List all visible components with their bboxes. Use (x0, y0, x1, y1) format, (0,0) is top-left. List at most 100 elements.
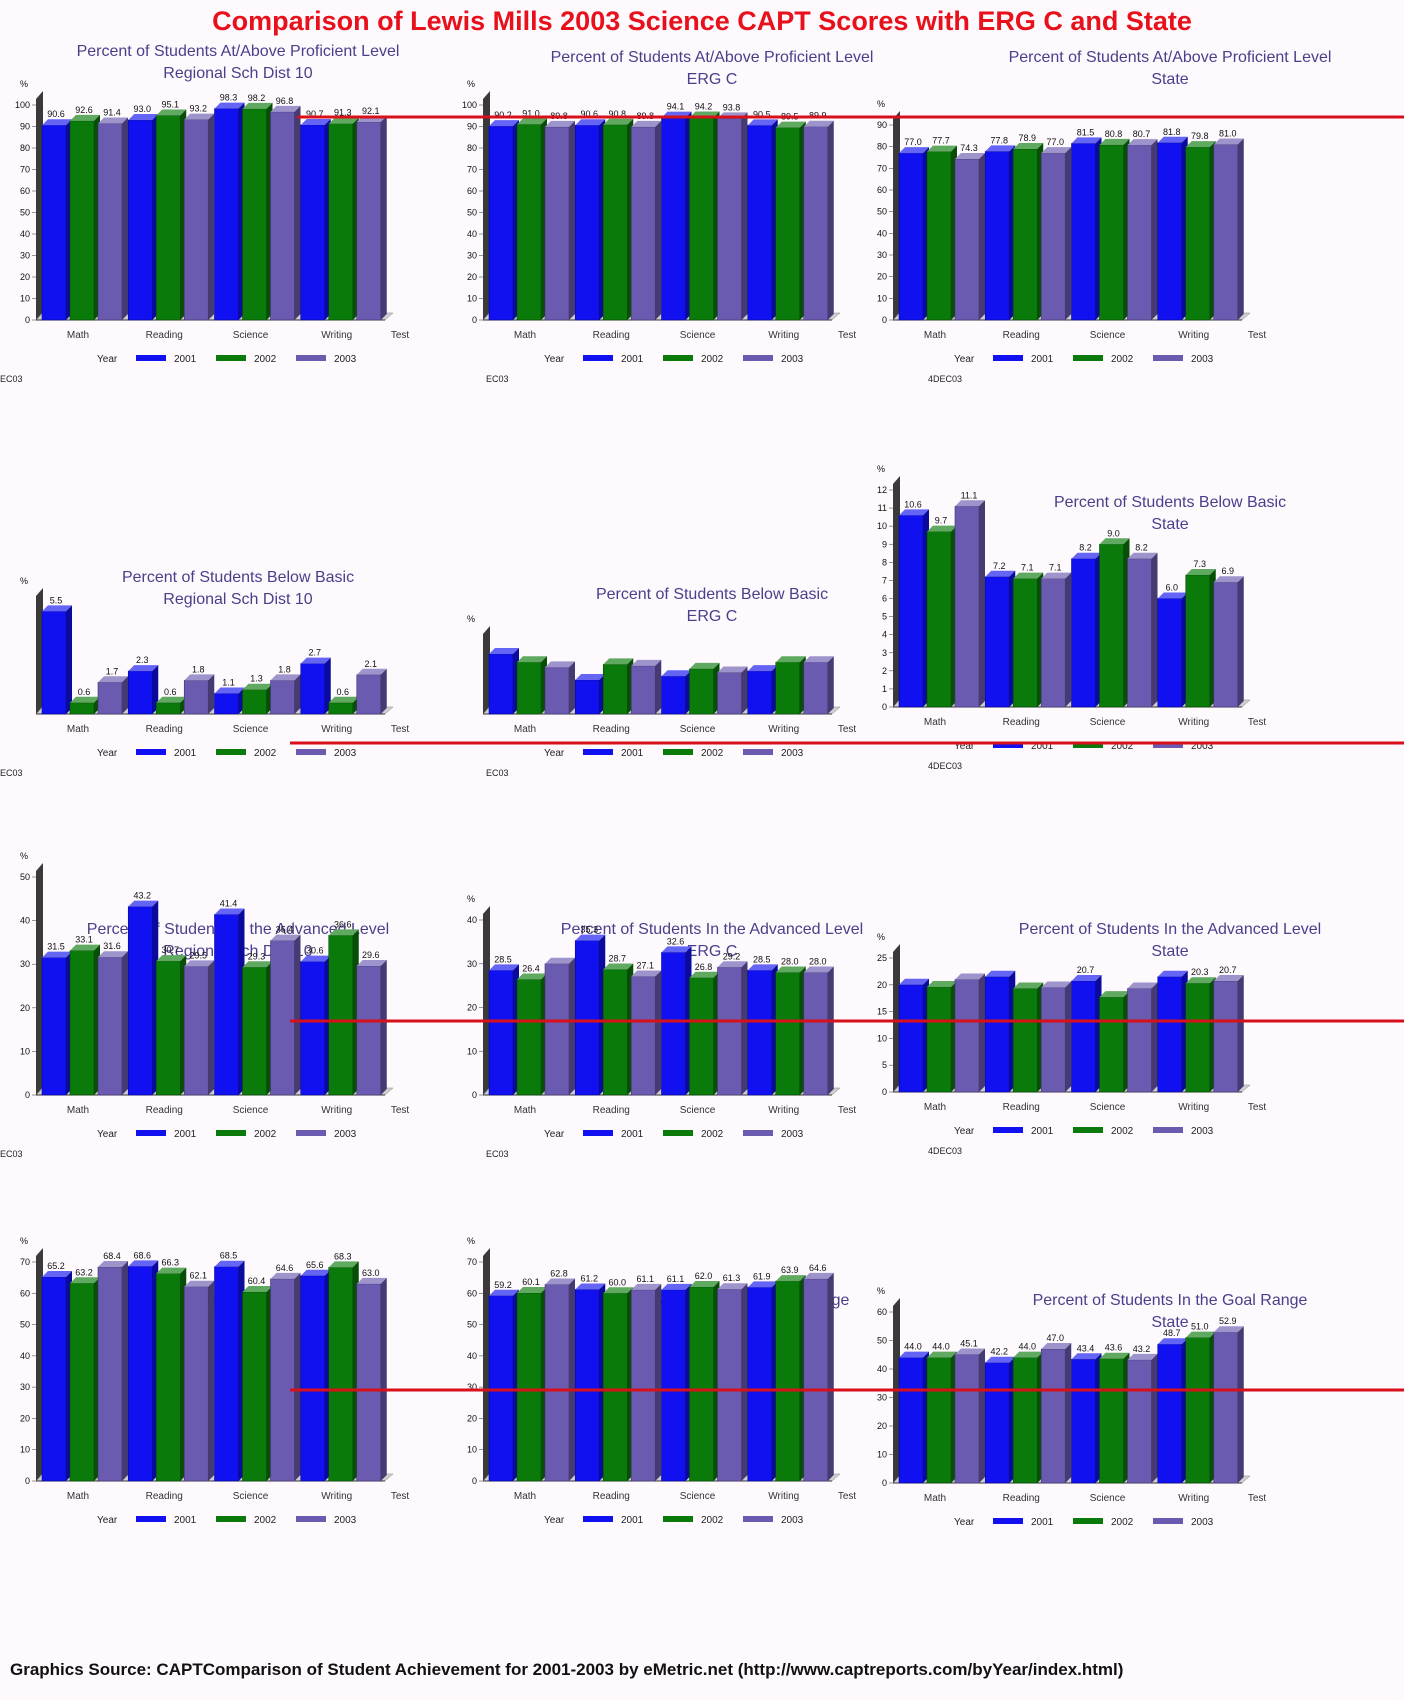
bar-top (955, 1348, 985, 1355)
bar-2002-writing (1185, 574, 1211, 708)
bar-top (98, 676, 128, 683)
legend-entry-2002: 2002 (701, 748, 724, 759)
bar-top (899, 509, 929, 516)
value-label: 65.6 (306, 1260, 324, 1270)
legend-swatch-2002 (216, 355, 246, 361)
bar-top (328, 117, 359, 124)
bar-2003-math (954, 505, 980, 708)
bar-top (1099, 538, 1130, 545)
value-label: 65.2 (47, 1261, 65, 1271)
y-unit-label: % (467, 614, 475, 624)
bar-2001-writing (747, 125, 773, 321)
value-label: 8.2 (1079, 543, 1092, 553)
value-label: 90.5 (753, 109, 771, 119)
chart-panel-6: Percent of Students Below BasicState%012… (877, 464, 1286, 771)
y-axis-wall (483, 1248, 490, 1481)
value-label: 60.0 (608, 1277, 626, 1287)
category-label: Math (67, 1105, 89, 1116)
y-tick-label: 60 (20, 1288, 30, 1298)
bar-2002-science (242, 1291, 267, 1482)
value-label: 28.0 (781, 957, 799, 967)
bar-top (1127, 1353, 1158, 1360)
bar-top (1041, 147, 1072, 154)
category-label: Science (680, 1491, 716, 1502)
x-axis-title: Test (838, 330, 857, 341)
legend-entry-2003: 2003 (781, 748, 804, 759)
bar-2002-math (69, 1282, 95, 1482)
y-tick-label: 100 (462, 100, 477, 110)
bar-top (70, 114, 100, 121)
bar-top (575, 1283, 606, 1290)
bar-top (689, 662, 720, 669)
bar-side (122, 1261, 128, 1481)
y-tick-label: 5 (882, 1060, 887, 1070)
bar-side (979, 973, 985, 1092)
bar-side (569, 957, 575, 1095)
category-label: Math (514, 1491, 536, 1502)
chart-legend: Year 2001 2002 2003 (954, 1517, 1214, 1528)
value-label: 90.8 (608, 109, 626, 119)
bar-top (661, 1283, 692, 1290)
bar-top (156, 1267, 187, 1274)
y-tick-label: 30 (877, 1393, 887, 1403)
value-label: 27.1 (636, 960, 654, 970)
bar-2003-reading (183, 966, 209, 1096)
chart-legend: Year 2001 2002 2003 (954, 741, 1214, 752)
category-label: Math (924, 717, 946, 728)
bar-top (1213, 1326, 1244, 1333)
bar-2002-math (926, 531, 952, 708)
value-label: 2.1 (364, 659, 377, 669)
value-label: 48.7 (1163, 1328, 1181, 1338)
bar-side (122, 951, 128, 1095)
y-tick-label: 0 (472, 1090, 477, 1100)
category-label: Science (233, 1491, 269, 1502)
bar-top (42, 951, 72, 958)
bar-side (1065, 981, 1072, 1092)
bar-2003-math (544, 667, 570, 715)
value-label: 35.3 (580, 925, 598, 935)
bar-top (156, 955, 187, 962)
bar-2002-math (926, 986, 952, 1093)
bar-2002-math (69, 702, 95, 715)
chart-subtitle: Regional Sch Dist 10 (163, 591, 313, 608)
value-label: 7.3 (1193, 559, 1206, 569)
y-unit-label: % (877, 99, 885, 109)
category-label: Math (514, 1105, 536, 1116)
legend-axis-label: Year (954, 741, 975, 752)
bar-2002-math (516, 124, 542, 321)
bar-2001-science (1071, 143, 1096, 321)
legend-swatch-2003 (743, 749, 773, 755)
bar-2002-writing (775, 127, 801, 321)
bar-2001-reading (984, 976, 1010, 1093)
legend-swatch-2002 (216, 1516, 246, 1522)
y-tick-label: 70 (467, 1257, 477, 1267)
legend-entry-2002: 2002 (254, 1129, 277, 1140)
value-label: 31.5 (47, 942, 65, 952)
y-tick-label: 5 (882, 612, 887, 622)
bar-top (1013, 982, 1044, 989)
category-label: Math (514, 724, 536, 735)
legend-entry-2001: 2001 (174, 748, 197, 759)
legend-swatch-2002 (216, 749, 246, 755)
bar-2001-science (214, 108, 239, 321)
bar-2003-math (544, 1284, 570, 1482)
value-label: 29.5 (189, 950, 207, 960)
bar-top (545, 957, 575, 964)
bar-side (979, 500, 985, 707)
chart-panel-3: Percent of Students At/Above Proficient … (877, 49, 1331, 384)
category-label: Science (1090, 330, 1126, 341)
bar-2001-reading (574, 679, 600, 715)
legend-swatch-2001 (583, 749, 613, 755)
y-axis-wall (36, 91, 43, 320)
x-axis-title: Test (1248, 1102, 1267, 1113)
bar-top (545, 120, 575, 127)
category-label: Writing (321, 1491, 352, 1502)
bar-top (1157, 592, 1188, 599)
bar-top (545, 661, 575, 668)
bar-side (1237, 138, 1244, 320)
y-tick-label: 40 (20, 1351, 30, 1361)
bar-side (1065, 1343, 1072, 1483)
legend-swatch-2003 (1153, 742, 1183, 748)
bar-2003-writing (356, 965, 382, 1096)
source-footer: Graphics Source: CAPTComparison of Stude… (10, 1660, 1124, 1679)
